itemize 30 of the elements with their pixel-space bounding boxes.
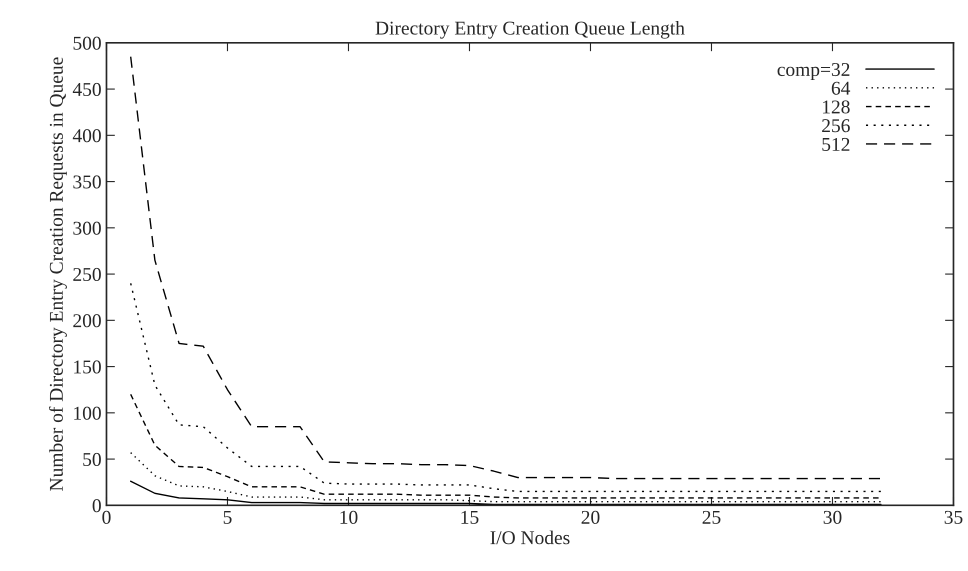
- y-axis-title: Number of Directory Entry Creation Requests in Queue: [49, 57, 67, 491]
- y-tick-label: 0: [92, 499, 101, 512]
- x-tick-label: 25: [702, 510, 720, 524]
- line-series: [130, 282, 882, 492]
- line-series: [130, 56, 882, 480]
- y-tick-label: 400: [72, 129, 101, 142]
- legend-label: comp=32: [778, 63, 850, 80]
- legend-label: 128: [822, 100, 850, 114]
- y-tick-label: 250: [73, 268, 101, 282]
- legend-label: 256: [822, 119, 850, 132]
- x-tick-label: 15: [461, 510, 478, 524]
- x-tick-label: 35: [944, 510, 962, 524]
- y-tick-label: 150: [74, 360, 101, 374]
- line-series: [130, 452, 882, 502]
- legend-label: 512: [822, 138, 850, 151]
- x-tick-label: 5: [224, 510, 232, 524]
- x-tick-label: 10: [340, 510, 358, 524]
- legend-label: 64: [832, 82, 850, 95]
- y-tick-label: 300: [73, 222, 101, 235]
- y-tick-label: 200: [73, 314, 101, 328]
- x-axis-title: I/O Nodes: [490, 530, 570, 544]
- y-tick-label: 450: [72, 82, 101, 96]
- y-tick-label: 100: [74, 406, 101, 420]
- x-tick-label: 30: [824, 510, 842, 524]
- y-tick-label: 350: [73, 175, 101, 189]
- y-tick-label: 50: [83, 452, 101, 466]
- x-tick-label: 20: [582, 510, 600, 524]
- chart-title: Directory Entry Creation Queue Length: [376, 21, 685, 39]
- x-tick-label: 0: [102, 510, 111, 524]
- y-tick-label: 500: [74, 36, 101, 50]
